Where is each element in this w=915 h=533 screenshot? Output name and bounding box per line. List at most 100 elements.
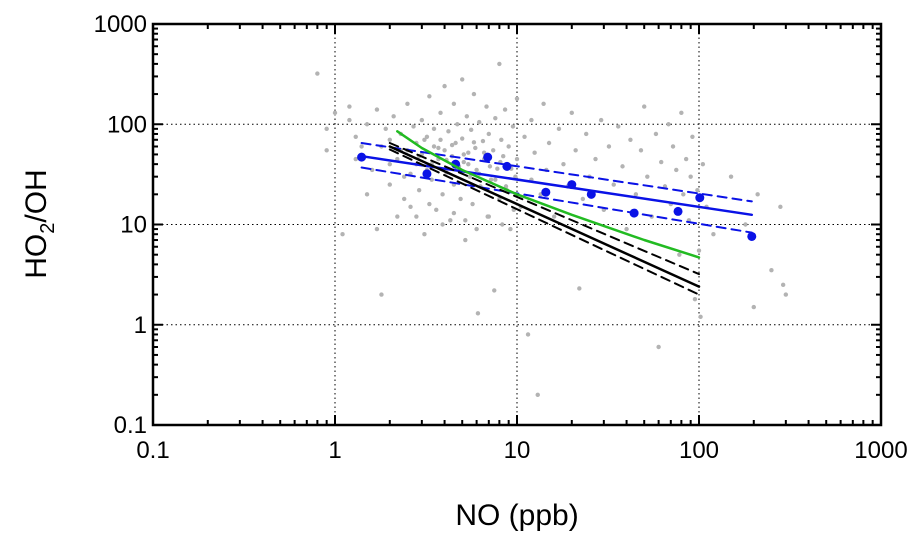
x-tick-label: 100	[679, 437, 719, 464]
data-point	[436, 145, 441, 151]
data-point	[315, 71, 320, 76]
data-point	[438, 110, 443, 116]
data-point	[541, 101, 546, 106]
data-point	[743, 222, 748, 227]
data-point	[692, 296, 698, 302]
data-point	[583, 131, 589, 137]
data-point	[484, 104, 489, 109]
data-point	[695, 193, 705, 203]
data-point	[628, 137, 633, 142]
data-point	[513, 174, 518, 179]
data-point	[645, 174, 650, 179]
data-point	[449, 142, 455, 148]
data-point	[427, 201, 432, 207]
data-point	[419, 117, 425, 123]
data-point	[408, 204, 413, 210]
data-point	[573, 148, 578, 153]
data-point	[700, 161, 706, 167]
x-tick-label: 0.1	[136, 437, 169, 464]
data-point	[695, 187, 700, 193]
data-point	[620, 164, 625, 169]
data-point	[483, 152, 493, 162]
data-point	[374, 226, 380, 232]
data-point	[374, 107, 380, 112]
y-tick-label: 0.1	[114, 412, 147, 439]
y-tick-label: 1000	[94, 11, 147, 38]
data-point	[486, 131, 492, 137]
data-point	[642, 104, 647, 109]
data-point	[491, 148, 496, 153]
data-point	[681, 192, 686, 197]
series-layer	[315, 61, 789, 398]
data-point	[455, 122, 460, 127]
data-point	[683, 156, 689, 162]
data-point	[453, 140, 458, 146]
data-point	[508, 226, 513, 232]
data-point	[347, 104, 352, 109]
data-point	[387, 161, 392, 167]
data-point	[747, 231, 757, 241]
data-point	[690, 134, 695, 139]
data-point	[502, 161, 512, 171]
data-point	[780, 282, 786, 288]
x-axis-title: NO (ppb)	[455, 499, 578, 532]
data-point	[434, 207, 439, 213]
data-point	[577, 286, 582, 291]
data-point	[546, 140, 552, 146]
line-series-8	[396, 130, 701, 259]
data-point	[466, 161, 471, 167]
data-point	[751, 304, 756, 310]
data-point	[495, 166, 500, 171]
data-point	[451, 210, 457, 216]
data-point	[499, 137, 504, 142]
tick-labels: 0.1 1 10 100 1000 0.1 1 10 100 1000	[94, 11, 908, 464]
data-point	[446, 129, 451, 134]
line-series-5	[388, 145, 701, 288]
x-tick-label: 1	[328, 437, 341, 464]
data-point	[593, 156, 598, 162]
line-series-6	[388, 142, 700, 276]
data-point	[411, 124, 416, 129]
data-point	[424, 134, 430, 139]
data-point	[448, 218, 453, 223]
data-point	[391, 114, 396, 119]
data-point	[677, 252, 682, 257]
data-point	[624, 226, 629, 232]
data-point	[438, 137, 443, 142]
data-point	[492, 288, 497, 293]
data-point	[461, 152, 466, 157]
data-point	[501, 154, 506, 159]
data-point	[401, 196, 407, 202]
data-point	[670, 144, 676, 149]
line-series-4	[360, 166, 753, 234]
data-point	[458, 196, 463, 202]
data-point	[359, 144, 364, 149]
data-point	[711, 232, 716, 237]
data-point	[468, 127, 474, 133]
data-point	[556, 126, 562, 132]
data-point	[395, 214, 400, 219]
data-point	[503, 184, 509, 189]
data-point	[463, 237, 468, 243]
data-point	[422, 169, 432, 179]
data-point	[379, 292, 384, 297]
data-point	[510, 124, 516, 129]
data-point	[440, 222, 445, 227]
data-point	[475, 311, 481, 316]
data-point	[405, 101, 410, 106]
data-point	[466, 150, 471, 155]
data-point	[460, 77, 465, 82]
data-point	[387, 137, 392, 142]
data-point	[383, 126, 388, 132]
data-point	[416, 187, 422, 193]
line-series-7	[388, 148, 700, 296]
data-point	[474, 226, 479, 232]
data-point	[324, 148, 329, 153]
data-point	[653, 131, 659, 137]
data-point	[427, 94, 432, 99]
data-point	[688, 174, 693, 179]
data-point	[474, 167, 479, 173]
data-point	[353, 134, 358, 139]
y-axis-title-subscript: 2	[37, 223, 59, 234]
data-point	[477, 119, 482, 125]
